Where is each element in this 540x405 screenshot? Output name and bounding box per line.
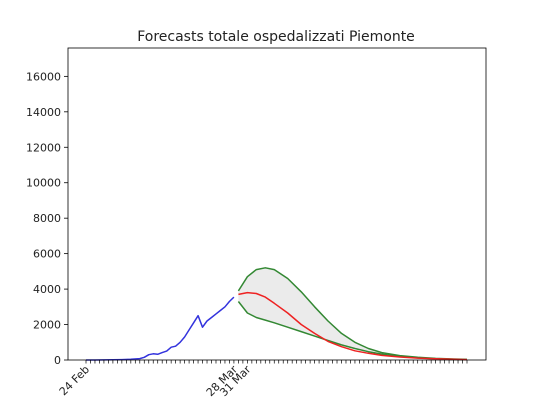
- x-tick-label: 24 Feb: [57, 363, 92, 398]
- y-axis: 0 2000 4000 6000 8000 10000 12000 14000 16000: [26, 70, 68, 367]
- confidence-band: [238, 267, 467, 360]
- chart-title: Forecasts totale ospedalizzati Piemonte: [137, 29, 415, 45]
- y-tick-label: 14000: [26, 106, 61, 119]
- y-tick-label: 0: [54, 354, 61, 367]
- y-tick-label: 12000: [26, 141, 61, 154]
- y-tick-label: 16000: [26, 70, 61, 83]
- observed-line: [86, 296, 235, 361]
- forecast-line: [238, 291, 468, 361]
- y-tick-label: 6000: [33, 248, 61, 261]
- y-tick-label: 2000: [33, 319, 61, 332]
- axes-frame: [67, 47, 487, 361]
- y-tick-label: 4000: [33, 283, 61, 296]
- y-tick-label: 8000: [33, 212, 61, 225]
- y-tick-label: 10000: [26, 177, 61, 190]
- plot-area: [86, 267, 468, 361]
